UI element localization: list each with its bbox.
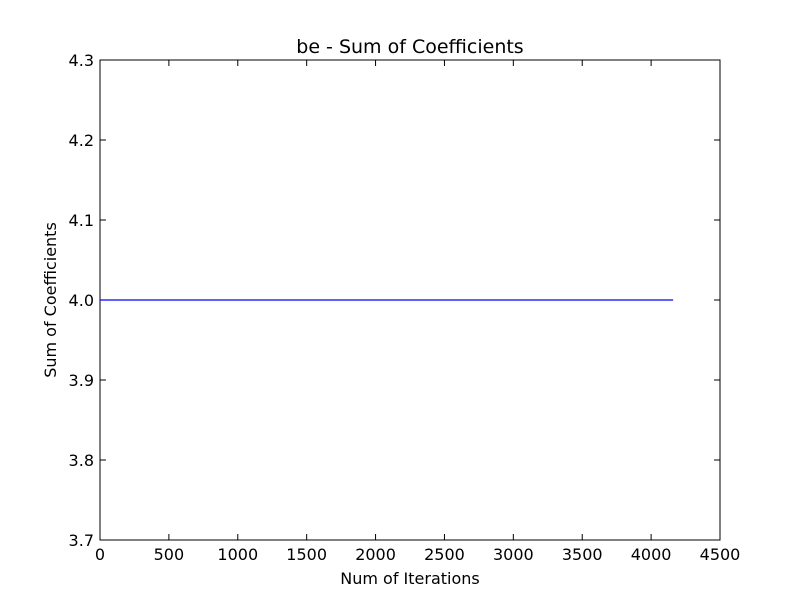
y-axis-label: Sum of Coefficients [41, 222, 60, 378]
chart-title: be - Sum of Coefficients [296, 36, 523, 58]
y-tick-label: 3.7 [69, 531, 94, 550]
y-tick-label: 4.3 [69, 51, 94, 70]
y-tick-label: 3.8 [69, 451, 94, 470]
x-tick-label: 1500 [286, 545, 327, 564]
x-tick-label: 0 [95, 545, 105, 564]
y-tick-label: 4.2 [69, 131, 94, 150]
x-tick-label: 3000 [493, 545, 534, 564]
x-axis: 0 500 1000 1500 2000 2500 3000 3500 4000 4500 [95, 60, 740, 564]
y-axis: 3.7 3.8 3.9 4.0 4.1 4.2 4.3 [69, 51, 720, 550]
x-tick-label: 2000 [355, 545, 396, 564]
x-tick-label: 500 [154, 545, 185, 564]
x-tick-label: 4500 [700, 545, 741, 564]
x-tick-label: 2500 [424, 545, 465, 564]
y-tick-label: 3.9 [69, 371, 94, 390]
x-tick-label: 3500 [562, 545, 603, 564]
x-tick-label: 4000 [631, 545, 672, 564]
x-axis-label: Num of Iterations [340, 569, 480, 588]
y-tick-label: 4.1 [69, 211, 94, 230]
y-tick-label: 4.0 [69, 291, 94, 310]
x-tick-label: 1000 [217, 545, 258, 564]
